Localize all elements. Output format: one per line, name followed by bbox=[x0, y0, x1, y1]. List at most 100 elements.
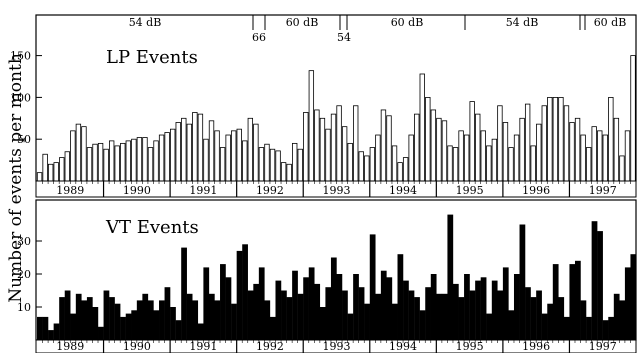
lp-bar bbox=[380, 109, 387, 182]
vt-panel: 10 20 30 VT Events 1989 1990 1991 1992 1993 199… bbox=[17, 199, 637, 353]
vt-bar bbox=[469, 290, 476, 340]
gain-label: 60 dB bbox=[286, 16, 319, 29]
lp-bar bbox=[419, 73, 425, 182]
vt-bar bbox=[386, 277, 393, 340]
lp-bar bbox=[208, 120, 215, 182]
vt-bar bbox=[558, 297, 565, 340]
lp-bar bbox=[441, 120, 448, 182]
lp-bar bbox=[164, 132, 170, 182]
lp-bar bbox=[142, 137, 148, 182]
lp-bar bbox=[192, 112, 198, 182]
lp-bar bbox=[552, 97, 559, 182]
vt-bar bbox=[580, 300, 587, 340]
vt-bar bbox=[530, 297, 537, 340]
lp-bar bbox=[619, 155, 625, 182]
lp-bar bbox=[247, 117, 254, 182]
vt-bar bbox=[563, 316, 570, 340]
lp-bar bbox=[197, 113, 204, 182]
vt-bar bbox=[619, 300, 626, 340]
vt-bar bbox=[430, 274, 437, 340]
vt-bar bbox=[159, 300, 165, 340]
vt-bar bbox=[258, 267, 265, 340]
vt-bar bbox=[147, 300, 154, 340]
vt-bar bbox=[164, 287, 171, 340]
lp-bar bbox=[330, 113, 337, 182]
vt-bar bbox=[319, 307, 326, 340]
vt-y-tick-label: 10 bbox=[17, 301, 31, 314]
vt-bar bbox=[414, 297, 420, 340]
vt-bar bbox=[236, 250, 243, 340]
lp-bars bbox=[36, 55, 636, 182]
vt-bar bbox=[464, 274, 470, 340]
vt-bar bbox=[602, 320, 609, 340]
vt-year-label: 1997 bbox=[589, 340, 617, 353]
lp-bar bbox=[53, 162, 59, 182]
vt-bar bbox=[613, 293, 620, 340]
lp-bar bbox=[391, 145, 398, 182]
lp-bar bbox=[275, 150, 281, 182]
vt-year-label: 1992 bbox=[256, 340, 284, 353]
lp-bar bbox=[153, 140, 159, 182]
vt-bar bbox=[408, 290, 415, 340]
lp-bar bbox=[569, 122, 575, 182]
lp-bar bbox=[219, 147, 226, 182]
lp-bar bbox=[81, 126, 87, 182]
vt-bar bbox=[342, 290, 348, 340]
vt-bar bbox=[436, 293, 443, 340]
lp-bar bbox=[585, 147, 592, 182]
lp-bar bbox=[64, 151, 70, 182]
vt-year-strip bbox=[35, 339, 637, 353]
lp-bar bbox=[475, 113, 481, 182]
vt-bar bbox=[441, 293, 448, 340]
vt-bar bbox=[630, 254, 637, 340]
lp-bar bbox=[541, 105, 547, 182]
lp-bar bbox=[75, 123, 82, 182]
lp-bar bbox=[497, 105, 503, 182]
lp-bar bbox=[36, 172, 43, 182]
vt-title: VT Events bbox=[105, 217, 199, 238]
vt-title-bg bbox=[102, 212, 220, 240]
lp-bar bbox=[214, 130, 220, 182]
vt-bar bbox=[48, 330, 54, 340]
vt-bar bbox=[42, 316, 49, 340]
gain-label: 60 dB bbox=[391, 16, 424, 29]
lp-bar bbox=[491, 138, 498, 182]
vt-bar bbox=[131, 310, 138, 340]
lp-year-strip bbox=[35, 180, 637, 198]
vt-year-label: 1993 bbox=[323, 340, 351, 353]
lp-bar bbox=[109, 140, 115, 182]
vt-bar bbox=[519, 224, 526, 340]
lp-bar bbox=[375, 134, 381, 182]
vt-bar bbox=[502, 267, 509, 340]
lp-bar bbox=[430, 109, 437, 182]
vt-bar bbox=[92, 307, 99, 340]
lp-year-label: 1997 bbox=[589, 184, 617, 197]
lp-bar bbox=[458, 130, 464, 182]
lp-bar bbox=[186, 123, 193, 182]
lp-bar bbox=[369, 147, 376, 182]
lp-bar bbox=[181, 117, 187, 182]
vt-year-label: 1995 bbox=[456, 340, 484, 353]
lp-bar bbox=[125, 140, 131, 182]
lp-year-label: 1995 bbox=[456, 184, 484, 197]
lp-bar bbox=[42, 153, 48, 182]
vt-bar bbox=[125, 313, 132, 340]
vt-bar bbox=[81, 300, 88, 340]
lp-bar bbox=[203, 138, 209, 182]
gain-label: 54 dB bbox=[506, 16, 539, 29]
lp-bar bbox=[580, 134, 586, 182]
lp-bar bbox=[602, 134, 608, 182]
lp-bar bbox=[341, 126, 348, 182]
vt-year-label: 1996 bbox=[522, 340, 550, 353]
vt-bar bbox=[264, 300, 271, 340]
vt-bar bbox=[86, 297, 93, 340]
lp-bar bbox=[147, 147, 154, 182]
gain-label: 54 bbox=[337, 31, 351, 44]
lp-y-tick-label: 50 bbox=[17, 133, 31, 146]
lp-bar bbox=[536, 123, 542, 182]
lp-bar bbox=[591, 126, 597, 182]
lp-bar bbox=[314, 109, 320, 182]
lp-year-label: 1990 bbox=[123, 184, 151, 197]
lp-bar bbox=[253, 123, 259, 182]
